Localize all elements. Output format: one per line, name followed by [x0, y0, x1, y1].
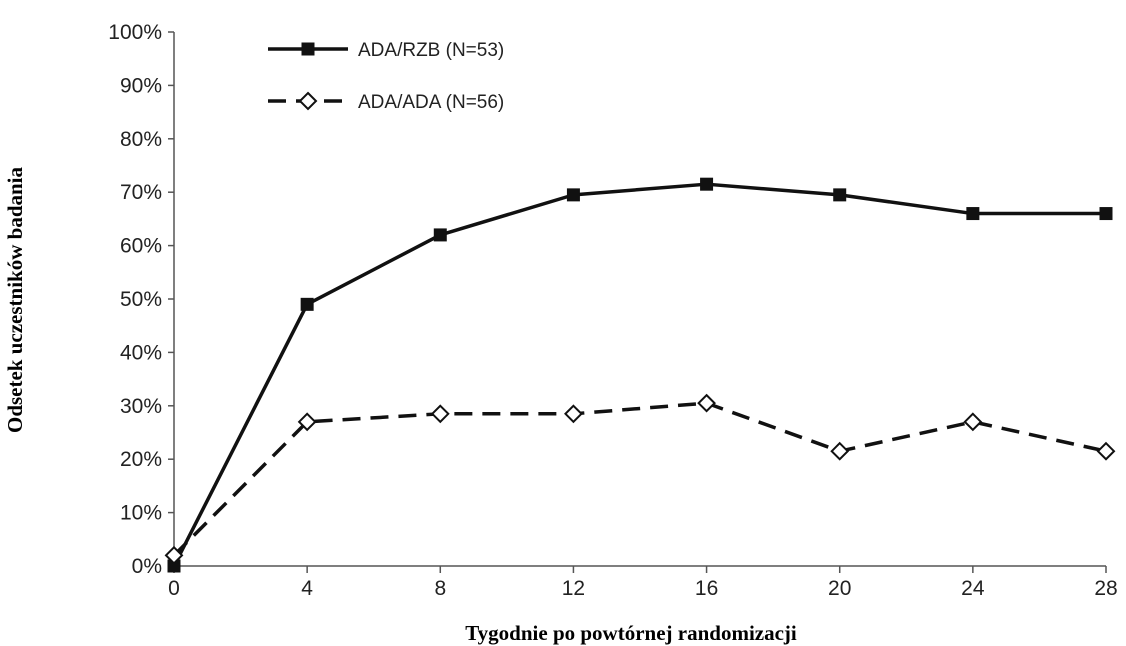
data-point-2-2 — [430, 404, 450, 424]
data-point-2-6 — [963, 412, 983, 432]
data-point-2-1 — [297, 412, 317, 432]
y-tick-label: 70% — [120, 181, 162, 204]
y-tick-label: 30% — [120, 395, 162, 418]
y-tick-label: 50% — [120, 288, 162, 311]
x-tick-label: 28 — [1094, 577, 1117, 600]
legend-item-1: ADA/RZB (N=53) — [268, 40, 504, 61]
x-tick-label: 16 — [695, 577, 718, 600]
series-1 — [167, 177, 1113, 573]
x-axis-ticks: 0 4 8 12 16 20 24 28 — [168, 566, 1118, 600]
y-tick-label: 20% — [120, 448, 162, 471]
series-2 — [164, 393, 1116, 565]
series-layer — [164, 177, 1116, 573]
legend: ADA/RZB (N=53) ADA/ADA (N=56) — [268, 40, 504, 113]
data-point-1-5 — [833, 188, 847, 202]
y-tick-label: 40% — [120, 341, 162, 364]
data-point-legend-1 — [301, 42, 315, 56]
legend-label: ADA/ADA (N=56) — [358, 92, 504, 113]
data-point-2-0 — [164, 545, 184, 565]
x-tick-label: 12 — [562, 577, 585, 600]
series-line-2 — [172, 401, 1107, 557]
y-axis-title: Odsetek uczestników badania — [3, 166, 27, 433]
y-tick-label: 90% — [120, 74, 162, 97]
x-tick-label: 0 — [168, 577, 180, 600]
data-point-1-7 — [1099, 207, 1113, 221]
x-tick-label: 4 — [301, 577, 313, 600]
data-point-1-0 — [167, 559, 181, 573]
y-tick-label: 100% — [108, 21, 162, 44]
legend-item-2: ADA/ADA (N=56) — [268, 91, 504, 113]
y-tick-label: 60% — [120, 235, 162, 258]
legend-label: ADA/RZB (N=53) — [358, 40, 504, 61]
data-point-1-1 — [300, 297, 314, 311]
y-tick-label: 10% — [120, 502, 162, 525]
x-axis-title: Tygodnie po powtórnej randomizacji — [465, 621, 797, 645]
data-point-1-4 — [700, 177, 714, 191]
y-tick-label: 80% — [120, 128, 162, 151]
y-tick-label: 0% — [132, 555, 162, 578]
data-point-2-3 — [564, 404, 583, 424]
data-point-2-7 — [1096, 441, 1116, 461]
series-line-1 — [172, 182, 1106, 567]
data-point-1-3 — [566, 188, 580, 202]
data-point-2-5 — [830, 441, 850, 461]
y-axis-ticks: 0% 10% 20% 30% 40% 50% 60% 70% 80% 90% 100% — [108, 21, 174, 578]
data-point-1-2 — [433, 228, 447, 242]
data-point-1-6 — [966, 207, 980, 221]
x-tick-label: 20 — [828, 577, 851, 600]
x-tick-label: 8 — [434, 577, 446, 600]
data-point-2-4 — [697, 393, 716, 413]
x-tick-label: 24 — [961, 577, 985, 600]
data-point-legend-2 — [298, 91, 318, 111]
